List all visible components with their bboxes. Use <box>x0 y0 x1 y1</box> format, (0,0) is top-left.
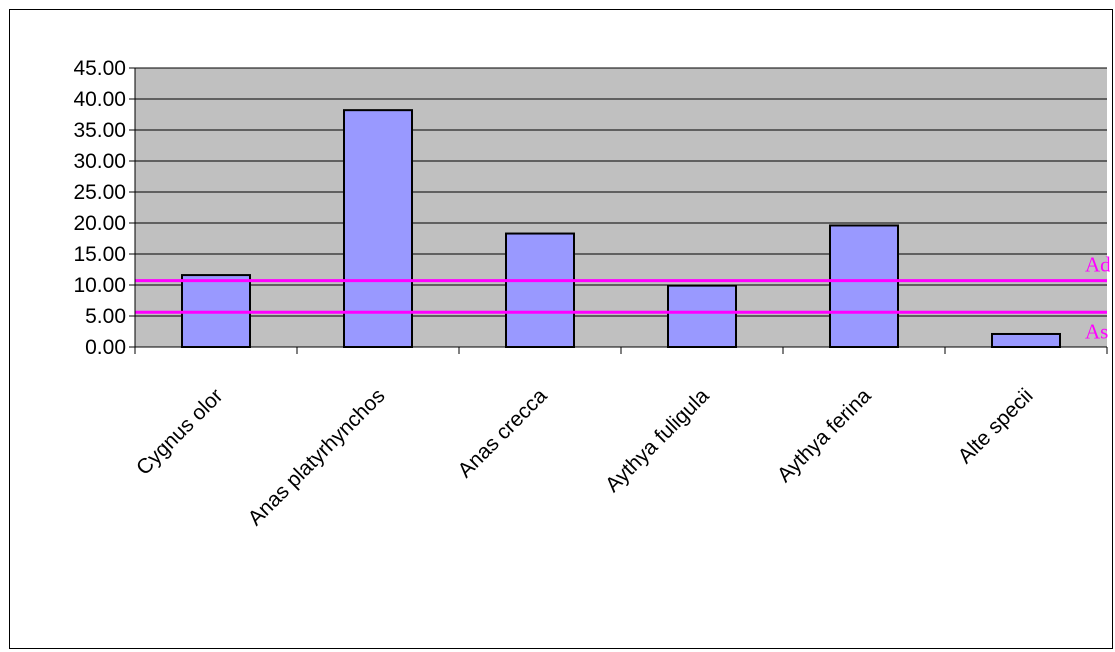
y-tick-label: 40.00 <box>73 88 126 111</box>
reference-line-label: Ad <box>1085 253 1111 277</box>
y-tick-label: 5.00 <box>85 305 126 328</box>
y-tick-label: 10.00 <box>73 274 126 297</box>
x-category-label: Anas crecca <box>454 384 552 482</box>
x-category-label: Aythya fuligula <box>601 384 714 497</box>
bar <box>505 232 575 348</box>
y-tick-label: 15.00 <box>73 243 126 266</box>
y-tick-label: 30.00 <box>73 150 126 173</box>
reference-line-label: As <box>1085 319 1108 343</box>
plot-area <box>135 68 1107 347</box>
bar <box>829 224 899 348</box>
x-category-label: Anas platyrhynchos <box>244 384 390 530</box>
bar <box>991 332 1061 349</box>
y-tick-label: 35.00 <box>73 119 126 142</box>
x-category-label: Cygnus olor <box>132 384 228 480</box>
y-tick-label: 45.00 <box>73 57 126 80</box>
x-category-label: Alte specii <box>954 384 1038 468</box>
x-category-label: Aythya ferina <box>773 384 876 487</box>
bar <box>667 284 737 348</box>
y-tick-label: 25.00 <box>73 181 126 204</box>
y-tick-label: 20.00 <box>73 212 126 235</box>
y-tick-label: 0.00 <box>85 336 126 359</box>
